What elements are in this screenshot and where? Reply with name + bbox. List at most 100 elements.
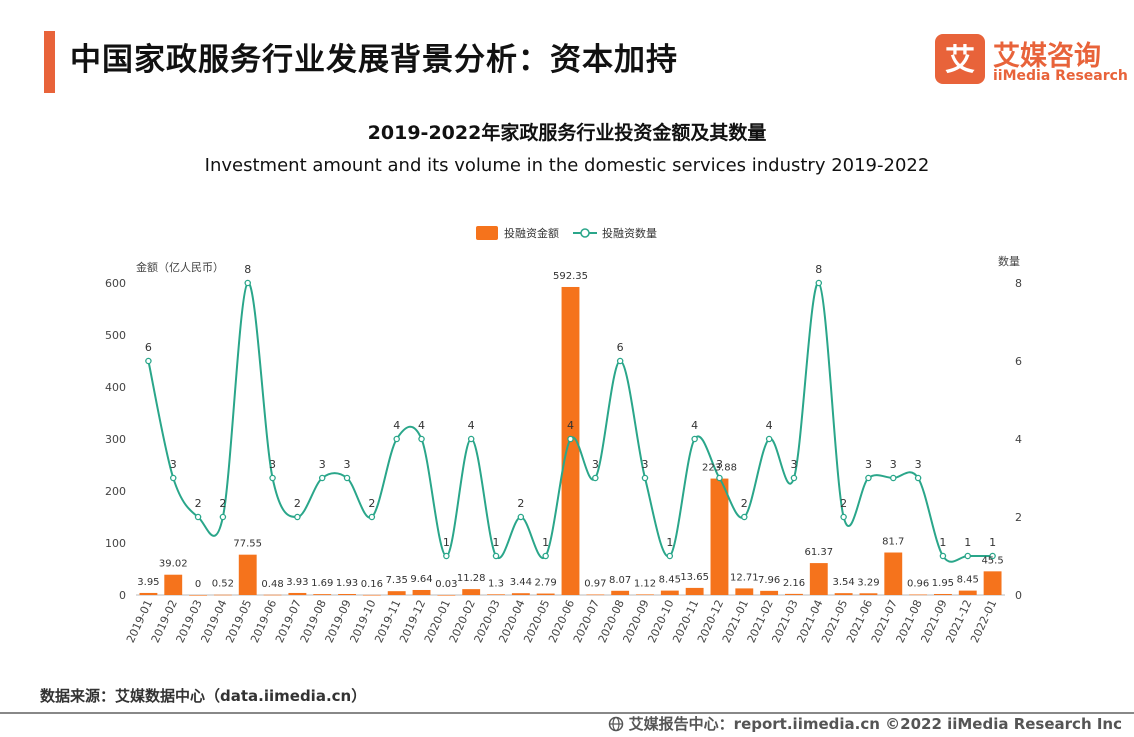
y-tick-label: 200 — [105, 485, 126, 498]
bar — [511, 593, 530, 595]
bar-value-label: 8.45 — [957, 575, 979, 586]
line-point — [741, 513, 748, 521]
line-point — [145, 357, 152, 365]
bar-value-label: 3.29 — [857, 577, 879, 588]
brand-logo: 艾 艾媒咨询 iiMedia Research — [935, 34, 1128, 88]
line-value-label: 6 — [617, 341, 624, 354]
line-value-label: 4 — [393, 419, 400, 432]
chart-title: 2019-2022年家政服务行业投资金额及其数量 — [367, 122, 767, 144]
line-value-label: 3 — [790, 458, 797, 471]
line-point — [393, 435, 400, 443]
bar-value-label: 0.03 — [435, 579, 457, 590]
bar-value-label: 2.16 — [783, 578, 805, 589]
y-tick-label: 400 — [105, 381, 126, 394]
bar — [710, 478, 729, 595]
bar-value-label: 8.07 — [609, 575, 631, 586]
footer-text: 艾媒报告中心：report.iimedia.cn ©2022 iiMedia R… — [628, 715, 1122, 733]
line-point — [964, 552, 972, 560]
line-point — [244, 279, 251, 287]
line-point — [492, 552, 500, 560]
line-value-label: 6 — [145, 341, 152, 354]
svg-text:艾: 艾 — [945, 43, 975, 78]
bar-value-label: 3.44 — [510, 577, 532, 588]
line-value-label: 3 — [915, 458, 922, 471]
bar — [164, 574, 183, 595]
line-point — [790, 474, 798, 482]
line-point — [765, 435, 773, 443]
line-point — [443, 552, 450, 560]
bar — [809, 563, 828, 595]
line-value-label: 1 — [964, 536, 971, 549]
line-point — [815, 279, 823, 287]
bar-value-label: 61.37 — [804, 547, 833, 558]
bar — [933, 593, 952, 595]
bar — [636, 594, 654, 596]
line-point — [269, 474, 276, 482]
line-value-label: 4 — [468, 419, 475, 432]
line-value-label: 1 — [666, 536, 673, 549]
line-point — [418, 435, 425, 443]
logo-name-cn: 艾媒咨询 — [993, 41, 1101, 72]
bar — [313, 594, 332, 595]
line-value-label: 1 — [989, 536, 996, 549]
bar-value-label: 223.88 — [702, 463, 737, 474]
line-point — [641, 474, 649, 482]
line-value-label: 3 — [716, 458, 723, 471]
line-value-label: 4 — [766, 419, 773, 432]
line-point — [542, 552, 549, 560]
bar-value-label: 1.69 — [311, 578, 333, 589]
bar — [387, 591, 406, 595]
page-title: 中国家政服务行业发展背景分析：资本加持 — [70, 42, 678, 78]
footer-divider — [0, 712, 1134, 714]
line-point — [716, 474, 723, 482]
line-value-label: 4 — [567, 419, 574, 432]
y-tick-label: 500 — [105, 329, 126, 342]
line-value-label: 1 — [443, 536, 450, 549]
bar — [884, 552, 903, 595]
y-axis-label: 金额（亿人民币） — [136, 260, 224, 274]
line-point — [890, 474, 897, 482]
footer: 艾媒报告中心：report.iimedia.cn ©2022 iiMedia R… — [608, 713, 1122, 734]
line-point — [567, 435, 574, 443]
bar-value-label: 12.71 — [730, 572, 759, 583]
bar — [263, 594, 282, 596]
line-value-label: 8 — [244, 263, 251, 276]
bar-value-label: 1.3 — [488, 578, 504, 589]
bar-value-label: 2.79 — [535, 578, 557, 589]
logo-mark-icon: 艾 — [935, 34, 985, 84]
bar — [213, 594, 232, 596]
bar-value-label: 1.95 — [932, 578, 954, 589]
line-value-label: 3 — [592, 458, 599, 471]
line-value-label: 4 — [691, 419, 698, 432]
line-value-label: 1 — [542, 536, 549, 549]
bar-value-label: 77.55 — [233, 539, 262, 550]
bar-value-label: 0 — [195, 579, 201, 590]
bar — [139, 592, 158, 595]
bar-value-label: 0.97 — [584, 578, 606, 589]
bar-value-label: 1.12 — [634, 578, 656, 589]
legend-line-label: 投融资数量 — [602, 226, 657, 240]
title-accent-bar — [44, 31, 55, 93]
line-point — [939, 552, 947, 560]
bar — [760, 590, 779, 595]
bar-value-label: 39.02 — [159, 559, 188, 570]
line-point — [914, 474, 922, 482]
line-point — [368, 513, 376, 521]
line-value-label: 2 — [517, 497, 524, 510]
bar — [238, 554, 257, 595]
bar-value-label: 9.64 — [410, 574, 432, 585]
line-value-label: 3 — [269, 458, 276, 471]
bar — [735, 588, 754, 595]
line-value-label: 2 — [368, 497, 375, 510]
line-point — [467, 435, 475, 443]
bar — [586, 594, 605, 596]
line-point — [194, 513, 202, 521]
chart-subtitle: Investment amount and its volume in the … — [204, 155, 930, 176]
bar — [437, 594, 456, 596]
bar — [859, 593, 878, 595]
line-value-label: 3 — [344, 458, 351, 471]
line-value-label: 3 — [890, 458, 897, 471]
bar-value-label: 7.35 — [386, 575, 408, 586]
line-value-label: 2 — [294, 497, 301, 510]
